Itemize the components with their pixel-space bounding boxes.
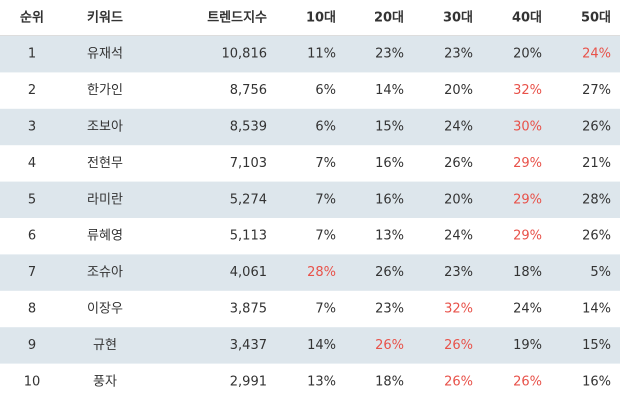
cell: 10,816: [222, 47, 268, 62]
cell: 4: [28, 156, 36, 171]
header-cell: 50대: [581, 11, 611, 26]
cell: 24%: [513, 302, 542, 317]
cell: 7: [28, 265, 36, 280]
cell: 4,061: [230, 265, 267, 280]
header-cell: 30대: [443, 11, 473, 26]
cell: 27%: [582, 83, 611, 98]
cell: 16%: [375, 156, 404, 171]
cell: 26%: [582, 120, 611, 135]
cell: 8: [28, 302, 36, 317]
cell: 풍자: [93, 374, 117, 389]
cell: 20%: [444, 83, 473, 98]
cell: 전현무: [87, 156, 123, 171]
cell: 한가인: [87, 83, 123, 98]
cell: 26%: [582, 229, 611, 244]
cell: 28%: [582, 192, 611, 207]
cell: 8,756: [230, 83, 267, 98]
cell: 24%: [444, 120, 473, 135]
cell: 24%: [582, 47, 611, 62]
cell: 21%: [582, 156, 611, 171]
cell: 18%: [375, 374, 404, 389]
cell: 7%: [315, 156, 336, 171]
cell: 23%: [375, 47, 404, 62]
cell: 24%: [444, 229, 473, 244]
cell: 이장우: [87, 302, 123, 317]
cell: 6%: [315, 83, 336, 98]
cell: 3,437: [230, 338, 267, 353]
cell: 23%: [444, 265, 473, 280]
cell: 9: [28, 338, 36, 353]
cell: 7%: [315, 229, 336, 244]
cell: 15%: [375, 120, 404, 135]
header-cell: 순위: [20, 11, 44, 26]
cell: 26%: [444, 156, 473, 171]
cell: 16%: [375, 192, 404, 207]
cell: 5: [28, 192, 36, 207]
cell: 10: [24, 374, 41, 389]
cell: 26%: [513, 374, 542, 389]
header-cell: 20대: [374, 11, 404, 26]
cell: 6%: [315, 120, 336, 135]
cell: 5,113: [230, 229, 267, 244]
header-cell: 40대: [512, 11, 542, 26]
cell: 5%: [590, 265, 611, 280]
cell: 23%: [444, 47, 473, 62]
cell: 16%: [582, 374, 611, 389]
cell: 유재석: [87, 47, 123, 62]
cell: 13%: [375, 229, 404, 244]
cell: 7%: [315, 192, 336, 207]
header-cell: 10대: [306, 11, 336, 26]
cell: 29%: [513, 229, 542, 244]
cell: 3: [28, 120, 36, 135]
row-band: [0, 108, 620, 146]
cell: 3,875: [230, 302, 267, 317]
cell: 조슈아: [87, 265, 123, 280]
cell: 11%: [307, 47, 336, 62]
cell: 26%: [444, 338, 473, 353]
header-cell: 키워드: [87, 11, 123, 26]
cell: 29%: [513, 192, 542, 207]
cell: 19%: [513, 338, 542, 353]
row-band: [0, 327, 620, 364]
cell: 15%: [582, 338, 611, 353]
cell: 23%: [375, 302, 404, 317]
cell: 7,103: [230, 156, 267, 171]
cell: 26%: [375, 265, 404, 280]
row-band: [0, 36, 620, 73]
cell: 2: [28, 83, 36, 98]
cell: 규현: [93, 338, 117, 353]
cell: 6: [28, 229, 36, 244]
cell: 2,991: [230, 374, 267, 389]
cell: 류혜영: [87, 229, 123, 244]
cell: 26%: [444, 374, 473, 389]
cell: 조보아: [87, 120, 123, 135]
header-cell: 트렌드지수: [207, 10, 267, 26]
row-band: [0, 254, 620, 291]
cell: 20%: [513, 47, 542, 62]
cell: 라미란: [87, 192, 123, 207]
row-band: [0, 181, 620, 218]
cell: 32%: [444, 302, 473, 317]
cell: 32%: [513, 83, 542, 98]
cell: 20%: [444, 192, 473, 207]
cell: 8,539: [230, 120, 267, 135]
cell: 18%: [513, 265, 542, 280]
cell: 26%: [375, 338, 404, 353]
cell: 30%: [513, 120, 542, 135]
cell: 1: [28, 47, 36, 62]
cell: 14%: [582, 302, 611, 317]
cell: 14%: [307, 338, 336, 353]
cell: 14%: [375, 83, 404, 98]
cell: 13%: [307, 374, 336, 389]
cell: 5,274: [230, 192, 267, 207]
cell: 28%: [307, 265, 336, 280]
cell: 7%: [315, 302, 336, 317]
cell: 29%: [513, 156, 542, 171]
